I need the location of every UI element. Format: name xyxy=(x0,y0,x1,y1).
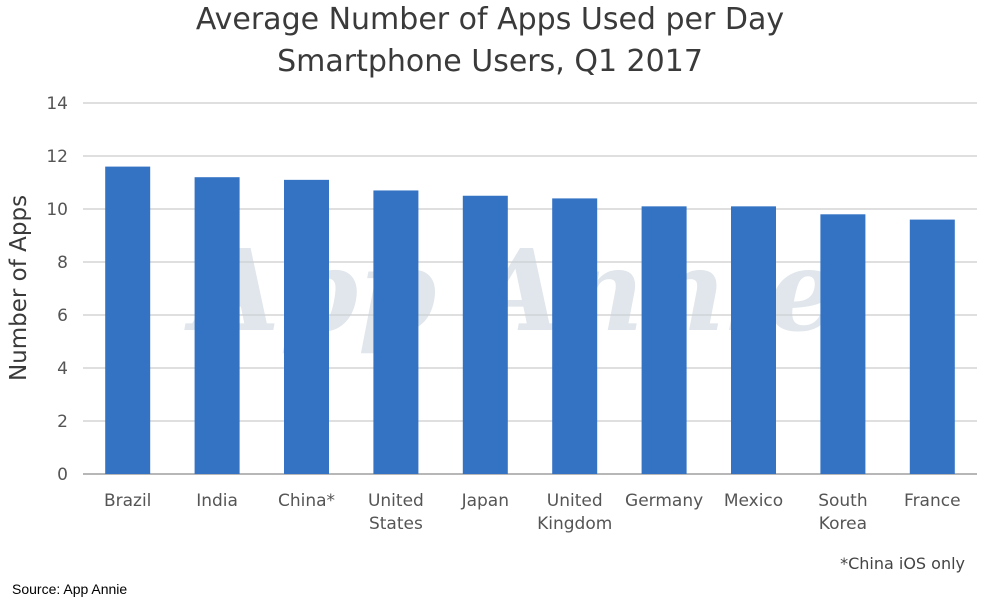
bar xyxy=(909,219,955,474)
x-tick-label: Japan xyxy=(461,491,509,511)
x-tick-label: South Korea xyxy=(818,491,867,534)
bar xyxy=(552,198,598,474)
bar xyxy=(820,214,866,475)
bar xyxy=(462,195,508,474)
chart-title-line-1: Average Number of Apps Used per Day xyxy=(196,2,784,37)
y-tick-label: 6 xyxy=(57,306,68,326)
source-note: Source: App Annie xyxy=(12,581,128,597)
y-tick-label: 8 xyxy=(57,253,68,273)
x-tick-label: Germany xyxy=(625,491,703,511)
bar xyxy=(731,206,776,474)
x-tick-label: United Kingdom xyxy=(537,491,612,534)
bar xyxy=(641,206,687,474)
x-tick-label: Mexico xyxy=(724,491,783,511)
y-tick-label: 2 xyxy=(57,412,68,432)
x-tick-label: Brazil xyxy=(104,491,151,511)
x-tick-label: India xyxy=(196,491,238,511)
y-axis-label: Number of Apps xyxy=(6,195,32,381)
x-tick-label: France xyxy=(904,491,961,511)
bar xyxy=(105,166,151,474)
bar xyxy=(284,179,329,474)
chart-title-line-2: Smartphone Users, Q1 2017 xyxy=(277,44,703,79)
y-tick-label: 0 xyxy=(57,465,68,485)
y-tick-label: 4 xyxy=(57,359,68,379)
footnote: *China iOS only xyxy=(840,554,965,573)
x-tick-label: United States xyxy=(368,491,424,534)
y-tick-label: 14 xyxy=(46,94,68,114)
bar xyxy=(373,190,419,474)
y-tick-label: 12 xyxy=(46,147,68,167)
bar xyxy=(194,177,240,474)
y-tick-label: 10 xyxy=(46,200,68,220)
x-tick-label: China* xyxy=(278,491,335,511)
category-labels: Brazil India China* United States Japan United… xyxy=(104,491,961,534)
bars xyxy=(105,166,955,475)
